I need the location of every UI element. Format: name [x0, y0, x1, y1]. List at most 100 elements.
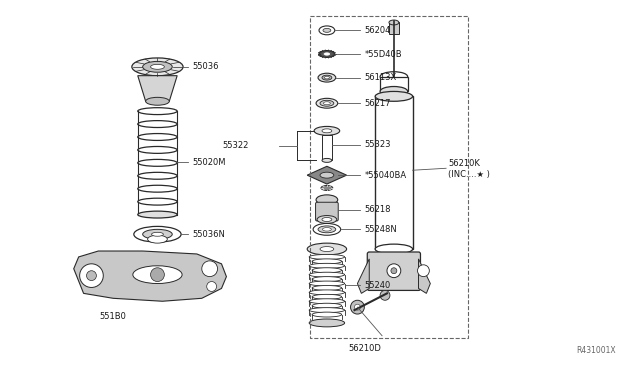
Ellipse shape — [380, 72, 408, 81]
Ellipse shape — [322, 129, 332, 133]
Ellipse shape — [309, 319, 344, 327]
Ellipse shape — [319, 51, 335, 57]
Ellipse shape — [320, 100, 334, 106]
Ellipse shape — [322, 158, 332, 162]
Ellipse shape — [321, 186, 333, 190]
Ellipse shape — [324, 76, 330, 79]
Ellipse shape — [322, 218, 332, 221]
Circle shape — [150, 268, 164, 282]
Circle shape — [380, 291, 390, 300]
Ellipse shape — [143, 230, 172, 239]
Bar — [389, 22, 399, 34]
Ellipse shape — [375, 92, 413, 101]
Text: 55322: 55322 — [223, 141, 249, 150]
Circle shape — [207, 282, 216, 291]
Ellipse shape — [314, 126, 340, 135]
Ellipse shape — [320, 172, 334, 178]
Text: 56210D: 56210D — [348, 344, 381, 353]
Text: 56113X: 56113X — [364, 73, 397, 82]
Ellipse shape — [138, 134, 177, 141]
Ellipse shape — [316, 98, 338, 108]
Circle shape — [351, 300, 364, 314]
Ellipse shape — [138, 185, 177, 192]
Text: R431001X: R431001X — [576, 346, 616, 355]
Ellipse shape — [143, 61, 172, 72]
Ellipse shape — [312, 285, 342, 291]
Ellipse shape — [309, 263, 344, 268]
Ellipse shape — [389, 20, 399, 25]
Ellipse shape — [138, 108, 177, 115]
Ellipse shape — [312, 294, 342, 299]
Polygon shape — [307, 166, 347, 184]
Circle shape — [391, 268, 397, 274]
Ellipse shape — [323, 28, 331, 32]
Ellipse shape — [323, 228, 332, 231]
Ellipse shape — [312, 268, 342, 273]
Circle shape — [79, 264, 103, 288]
Bar — [322, 135, 332, 160]
Ellipse shape — [138, 147, 177, 153]
Ellipse shape — [138, 211, 177, 218]
Ellipse shape — [150, 64, 164, 69]
Polygon shape — [74, 251, 227, 301]
FancyBboxPatch shape — [316, 202, 338, 221]
Ellipse shape — [309, 308, 344, 312]
Ellipse shape — [146, 97, 170, 105]
Text: *55040BA: *55040BA — [364, 171, 406, 180]
Ellipse shape — [307, 243, 347, 255]
Text: 56217: 56217 — [364, 99, 391, 108]
Text: 55248N: 55248N — [364, 225, 397, 234]
Text: 55240: 55240 — [364, 281, 390, 290]
Ellipse shape — [138, 121, 177, 128]
Text: (INC....★ ): (INC....★ ) — [448, 170, 490, 179]
Ellipse shape — [152, 232, 163, 236]
Bar — [375, 96, 413, 249]
Ellipse shape — [312, 259, 342, 264]
Polygon shape — [138, 76, 177, 101]
Polygon shape — [419, 259, 430, 294]
Text: 56210K: 56210K — [448, 159, 480, 168]
Ellipse shape — [375, 244, 413, 254]
Text: 56204: 56204 — [364, 26, 390, 35]
Circle shape — [202, 261, 218, 277]
Ellipse shape — [313, 224, 340, 235]
Text: 55036: 55036 — [192, 62, 218, 71]
Ellipse shape — [312, 277, 342, 282]
Ellipse shape — [134, 227, 181, 242]
Ellipse shape — [309, 254, 344, 259]
Text: 55036N: 55036N — [192, 230, 225, 239]
Ellipse shape — [316, 195, 338, 205]
Ellipse shape — [148, 235, 167, 243]
Ellipse shape — [323, 102, 330, 105]
Text: 55323: 55323 — [364, 140, 391, 149]
Ellipse shape — [133, 266, 182, 283]
Text: *55D40B: *55D40B — [364, 49, 402, 58]
Ellipse shape — [309, 281, 344, 286]
Ellipse shape — [132, 58, 183, 76]
Polygon shape — [357, 259, 369, 294]
Ellipse shape — [309, 272, 344, 277]
Ellipse shape — [312, 303, 342, 308]
Ellipse shape — [322, 75, 332, 80]
Ellipse shape — [319, 26, 335, 35]
Circle shape — [86, 271, 97, 280]
Text: 56218: 56218 — [364, 205, 391, 214]
Circle shape — [417, 265, 429, 277]
Ellipse shape — [318, 73, 336, 82]
Ellipse shape — [320, 247, 334, 251]
Circle shape — [387, 264, 401, 278]
Bar — [380, 77, 408, 92]
Ellipse shape — [138, 198, 177, 205]
FancyBboxPatch shape — [367, 252, 420, 291]
Ellipse shape — [317, 215, 337, 224]
Text: 55020M: 55020M — [192, 158, 225, 167]
Ellipse shape — [318, 226, 336, 233]
Text: 551B0: 551B0 — [100, 311, 127, 321]
Ellipse shape — [380, 87, 408, 96]
Ellipse shape — [138, 160, 177, 166]
Circle shape — [355, 304, 360, 310]
Ellipse shape — [312, 312, 342, 317]
Ellipse shape — [138, 172, 177, 179]
Ellipse shape — [309, 299, 344, 304]
Ellipse shape — [309, 290, 344, 295]
